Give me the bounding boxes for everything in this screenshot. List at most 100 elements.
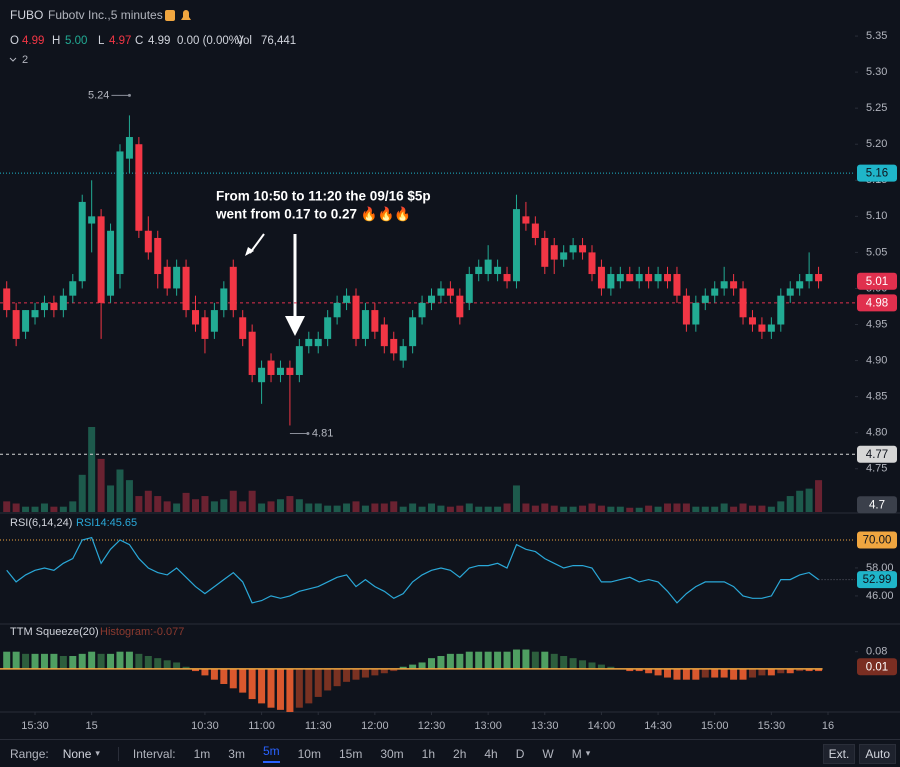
symbol-name: Fubotv Inc.,5 minutes xyxy=(48,8,163,22)
y-tick-label: 46.00 xyxy=(866,590,894,602)
histogram-bar xyxy=(796,668,804,672)
price-level-label: 4.98 xyxy=(866,297,888,309)
volume-bar xyxy=(579,505,587,512)
histogram-bar xyxy=(78,653,86,669)
volume-bar xyxy=(390,501,398,512)
volume-bar xyxy=(701,506,709,512)
volume-bar xyxy=(428,503,436,512)
volume-bar xyxy=(201,496,209,512)
volume-bar xyxy=(361,505,369,512)
volume-bar xyxy=(796,490,804,512)
toolbar-item[interactable]: 2h xyxy=(453,746,467,761)
candle-body xyxy=(664,274,672,282)
candle-body xyxy=(258,367,266,383)
volume-bar xyxy=(31,506,39,512)
candle-body xyxy=(654,274,662,282)
volume-bar xyxy=(522,503,530,512)
x-tick-label: 12:00 xyxy=(361,720,389,732)
toolbar-item[interactable]: W xyxy=(542,746,554,761)
histogram-bar xyxy=(701,668,709,678)
candle-body xyxy=(418,302,426,318)
high-marker-dot xyxy=(127,93,131,97)
toolbar-item[interactable]: 15m xyxy=(338,746,363,761)
candle-body xyxy=(88,216,96,224)
toolbar-item[interactable]: None xyxy=(62,746,92,761)
histogram-bar xyxy=(50,653,58,669)
histogram-bar xyxy=(711,668,719,678)
volume-bar xyxy=(418,506,426,512)
histogram-bar xyxy=(512,649,520,669)
volume-bar xyxy=(777,501,785,512)
volume-bar xyxy=(720,503,728,512)
volume-bar xyxy=(607,506,615,512)
candle-body xyxy=(531,223,539,238)
candle-body xyxy=(352,295,360,339)
volume-bar xyxy=(682,503,690,512)
toolbar-item[interactable]: 1h xyxy=(421,746,436,761)
toolbar-item[interactable]: 1m xyxy=(193,746,211,761)
histogram-bar xyxy=(267,668,275,708)
low-label: 4.81 xyxy=(312,427,333,439)
histogram-bar xyxy=(597,664,605,669)
price-level-label-box xyxy=(857,164,897,182)
ohlc-legend: O 4.99 H 5.00 L 4.97 C 4.99 0.00 (0.00%)… xyxy=(10,35,296,47)
histogram-bar xyxy=(135,653,143,669)
histogram-bar xyxy=(314,668,322,697)
volume-bar xyxy=(541,503,549,512)
candle-body xyxy=(645,274,653,282)
rsi-line xyxy=(6,536,819,604)
histogram-bar xyxy=(248,668,256,700)
candle-body xyxy=(409,317,417,347)
toolbar-item[interactable]: Ext. xyxy=(822,743,856,764)
collapse-chevron[interactable] xyxy=(9,57,17,62)
histogram-bar xyxy=(144,656,152,669)
histogram-bar xyxy=(258,668,266,704)
toolbar-item[interactable]: 10m xyxy=(297,746,321,761)
volume-bar xyxy=(786,496,794,512)
volume-bar xyxy=(295,499,303,512)
high-label: 5.24 xyxy=(88,89,109,101)
price-level-label-box xyxy=(857,272,897,290)
toolbar-item[interactable]: ▾ xyxy=(585,748,591,758)
histogram-bar xyxy=(352,668,360,680)
open-label: O xyxy=(10,35,19,47)
histogram-bar xyxy=(116,651,124,669)
toolbar-item[interactable]: 4h xyxy=(484,746,498,761)
toolbar-item[interactable]: 30m xyxy=(380,746,404,761)
last-value-label: 52.99 xyxy=(863,574,892,586)
volume-bar xyxy=(343,503,351,512)
candle-body xyxy=(229,266,237,311)
toolbar-item: Interval: xyxy=(132,746,176,761)
toolbar-item[interactable]: Auto xyxy=(859,743,896,764)
x-tick-label: 14:30 xyxy=(644,720,672,732)
x-tick-label: 15 xyxy=(86,720,98,732)
toolbar-item[interactable]: 3m xyxy=(228,746,245,761)
volume-bar xyxy=(69,501,77,512)
candle-body xyxy=(682,295,690,325)
candle-body xyxy=(78,201,86,282)
toolbar-item[interactable]: 5m xyxy=(262,744,280,763)
candle-body xyxy=(3,288,11,311)
histogram-bar xyxy=(418,662,426,669)
volume-bar xyxy=(805,488,813,512)
candle-body xyxy=(569,245,577,253)
candle-body xyxy=(484,259,492,275)
indicator-count[interactable]: 2 xyxy=(22,54,28,66)
volume-bar xyxy=(815,480,823,512)
candle-body xyxy=(494,266,502,275)
candle-body xyxy=(815,274,823,282)
candle-body xyxy=(59,295,67,311)
candle-body xyxy=(125,137,133,159)
candle-body xyxy=(210,310,218,332)
x-tick-label: 11:00 xyxy=(248,720,275,732)
toolbar-item[interactable]: D xyxy=(515,746,525,761)
toolbar-item[interactable]: M xyxy=(571,746,582,761)
candle-body xyxy=(286,367,294,375)
x-tick-label: 16 xyxy=(822,720,834,732)
volume-bar xyxy=(635,507,643,512)
histogram-bar xyxy=(107,653,115,669)
candle-body xyxy=(22,310,30,332)
toolbar-item[interactable]: ▾ xyxy=(95,748,100,758)
candle-body xyxy=(31,310,39,318)
volume-bar xyxy=(22,506,30,512)
